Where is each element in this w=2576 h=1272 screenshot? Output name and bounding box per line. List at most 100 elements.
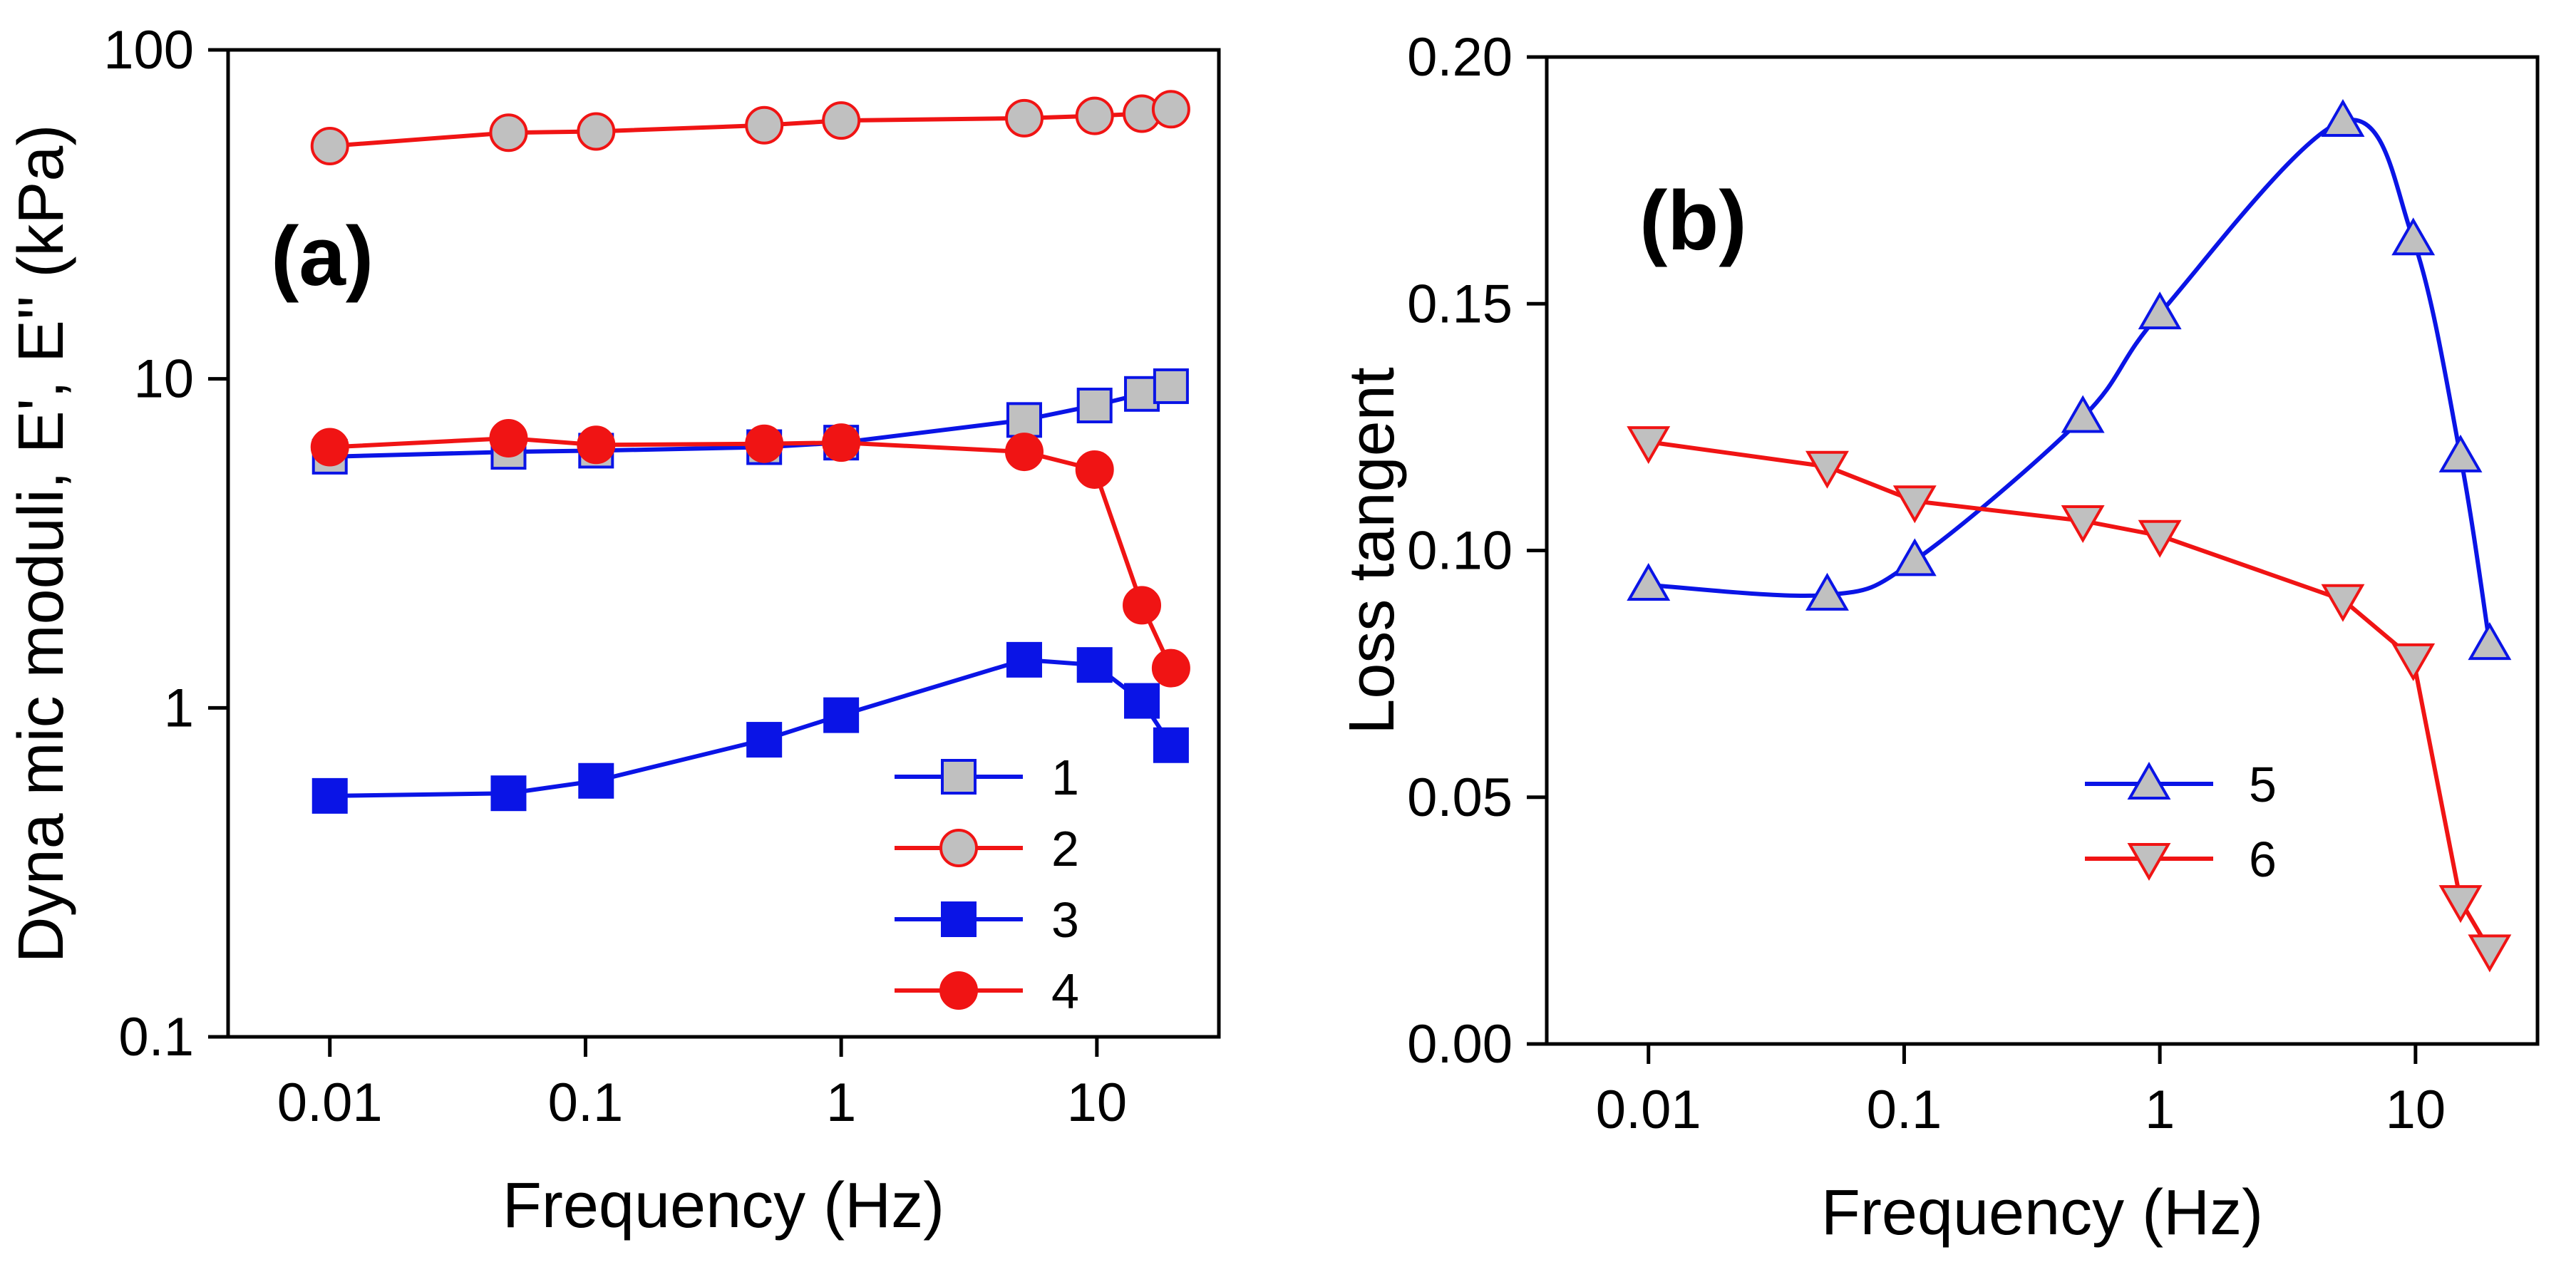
data-point [1076, 388, 1113, 424]
x-axis-title: Frequency (Hz) [1821, 1177, 2263, 1248]
y-tick-label: 0.05 [1407, 767, 1513, 828]
data-point [745, 105, 784, 145]
series-6 [1627, 426, 2512, 973]
panel-label: (a) [271, 210, 373, 304]
y-tick-label: 0.00 [1407, 1014, 1513, 1075]
data-point [310, 127, 349, 166]
y-tick-label: 0.20 [1407, 27, 1513, 88]
data-point [1004, 98, 1044, 138]
series-line [1648, 118, 2492, 645]
tick-marks [1527, 55, 2418, 1064]
data-point [1075, 450, 1114, 489]
legend-item: 2 [895, 821, 1079, 877]
data-point [745, 424, 784, 463]
data-point [1123, 586, 1162, 625]
series-3 [311, 641, 1189, 814]
panel-b: 0.01 0.1 1 10 0.000.050.100.150.20 56 (b) F… [1336, 27, 2540, 1248]
data-point [2138, 519, 2182, 558]
legend-label: 1 [1051, 750, 1079, 805]
data-point [746, 722, 783, 758]
legend-label: 3 [1051, 892, 1079, 948]
legend-label: 2 [1051, 821, 1079, 877]
panel-a: 0.01 0.1 1 10 0.1 1 10 100 1 2 3 4 (a) Frequency … [6, 20, 1221, 1241]
data-point [1124, 376, 1160, 412]
data-point [2391, 217, 2436, 256]
data-point [1153, 368, 1189, 404]
data-point [823, 697, 860, 733]
legend: 1 2 3 4 [895, 750, 1079, 1019]
y-axis-title: Loss tangent [1336, 367, 1408, 734]
series-4 [310, 418, 1190, 688]
legend-marker [2127, 761, 2171, 800]
data-point [2468, 934, 2512, 973]
legend-item: 6 [2085, 832, 2277, 887]
data-point [1627, 562, 1671, 601]
x-tick-label: 10 [1067, 1072, 1128, 1133]
legend-label: 5 [2249, 757, 2277, 812]
data-point [577, 425, 616, 465]
legend-marker [941, 901, 977, 937]
series-line [329, 435, 1173, 669]
x-tick-label: 0.01 [1596, 1080, 1701, 1140]
tick-marks [208, 48, 1099, 1057]
legend-label: 6 [2249, 832, 2277, 887]
data-point [1004, 433, 1044, 472]
data-point [2061, 505, 2105, 543]
data-point [1124, 683, 1160, 719]
legend: 56 [2085, 757, 2277, 887]
data-point [2438, 434, 2483, 472]
legend-marker [939, 829, 978, 867]
data-point [2468, 622, 2512, 661]
x-tick-label: 0.1 [1867, 1080, 1942, 1140]
data-point [1892, 485, 1937, 524]
plot-frame [226, 48, 1221, 1039]
series-2 [310, 90, 1190, 166]
y-tick-labels: 0.1 1 10 100 [103, 20, 194, 1067]
x-tick-label: 10 [2386, 1080, 2446, 1140]
legend-marker [2127, 843, 2171, 881]
data-point [1076, 647, 1113, 683]
data-point [311, 777, 348, 814]
data-point [490, 775, 527, 812]
series-1 [311, 368, 1189, 475]
data-point [578, 762, 614, 799]
legend-marker [939, 971, 978, 1010]
data-point [2138, 291, 2182, 330]
data-point [2438, 885, 2483, 924]
data-point [489, 418, 528, 457]
y-tick-label: 1 [164, 678, 194, 738]
data-point [2061, 395, 2105, 433]
y-axis-title: Dyna mic moduli, E', E'' (kPa) [6, 125, 77, 963]
y-tick-label: 0.15 [1407, 274, 1513, 334]
x-tick-label: 1 [826, 1072, 856, 1133]
data-point [310, 428, 349, 467]
data-point [822, 423, 861, 462]
data-point [577, 112, 616, 151]
x-axis-title: Frequency (Hz) [503, 1170, 944, 1241]
y-tick-labels: 0.00 0.05 0.10 0.15 0.20 [1407, 27, 1513, 1075]
x-tick-labels: 0.01 0.1 1 10 [277, 1072, 1127, 1133]
x-tick-label: 0.1 [548, 1072, 624, 1133]
data-point [1006, 641, 1042, 678]
legend-item: 3 [895, 892, 1079, 948]
data-point [1153, 727, 1189, 763]
data-point [1151, 90, 1190, 129]
series-group [1627, 99, 2512, 973]
series-5 [1627, 99, 2512, 661]
data-point [2391, 643, 2436, 681]
legend-label: 4 [1051, 963, 1079, 1019]
data-point [2321, 99, 2365, 138]
x-tick-label: 0.01 [277, 1072, 383, 1133]
x-tick-label: 1 [2145, 1080, 2175, 1140]
data-point [489, 113, 528, 152]
data-point [1151, 648, 1190, 688]
legend-marker [941, 759, 977, 795]
data-point [1075, 96, 1114, 135]
data-point [1805, 572, 1849, 611]
y-tick-label: 10 [133, 349, 194, 410]
data-point [1805, 450, 1849, 489]
panel-label: (b) [1639, 174, 1747, 268]
legend-item: 5 [2085, 757, 2277, 812]
legend-item: 1 [895, 750, 1079, 805]
